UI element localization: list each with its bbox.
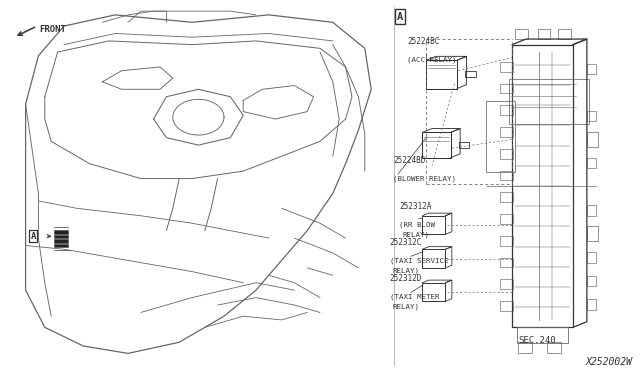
Bar xyxy=(587,252,596,263)
Text: (BLOWER RELAY): (BLOWER RELAY) xyxy=(393,176,456,182)
Text: RELAY): RELAY) xyxy=(393,304,420,310)
Bar xyxy=(54,239,68,243)
Bar xyxy=(54,235,68,238)
Bar xyxy=(587,158,596,169)
Text: FRONT: FRONT xyxy=(40,25,67,33)
Bar xyxy=(500,149,513,158)
Bar xyxy=(422,283,445,301)
Bar xyxy=(486,101,515,172)
Bar xyxy=(459,142,469,148)
Bar xyxy=(500,258,513,267)
Bar xyxy=(558,29,571,39)
Bar xyxy=(587,111,596,121)
Bar xyxy=(500,62,513,71)
Bar xyxy=(587,64,596,74)
Bar xyxy=(587,132,598,147)
Bar xyxy=(500,301,513,311)
Bar xyxy=(500,192,513,202)
Text: (ACC RELAY): (ACC RELAY) xyxy=(407,57,456,63)
Text: 252312A: 252312A xyxy=(399,202,432,211)
Bar xyxy=(500,105,513,115)
Bar xyxy=(515,29,528,39)
Text: 252312D: 252312D xyxy=(390,275,422,283)
Bar xyxy=(517,327,568,343)
Text: 25224BD: 25224BD xyxy=(393,156,426,165)
Text: RELAY): RELAY) xyxy=(403,232,429,238)
Text: X252002W: X252002W xyxy=(586,357,632,366)
Text: (TAXI SERVICE: (TAXI SERVICE xyxy=(390,258,448,264)
Bar xyxy=(500,279,513,289)
Bar xyxy=(500,214,513,224)
Bar xyxy=(500,84,513,93)
Bar xyxy=(587,276,596,286)
Bar xyxy=(426,60,457,89)
Bar xyxy=(587,205,596,215)
Bar xyxy=(500,236,513,246)
Bar xyxy=(422,132,451,158)
Bar xyxy=(422,216,445,234)
Bar xyxy=(500,127,513,137)
Bar xyxy=(587,299,596,310)
Bar xyxy=(518,342,532,353)
Text: A: A xyxy=(31,232,36,241)
Text: RELAY): RELAY) xyxy=(393,268,420,274)
Text: 25224BC: 25224BC xyxy=(407,37,440,46)
Bar xyxy=(509,78,589,124)
Text: 252312C: 252312C xyxy=(390,238,422,247)
Bar xyxy=(465,71,476,77)
Text: (TAXI METER: (TAXI METER xyxy=(390,294,439,300)
Text: SEC.240: SEC.240 xyxy=(518,336,556,345)
Text: A: A xyxy=(397,12,403,22)
Bar xyxy=(54,244,68,247)
Bar xyxy=(538,29,550,39)
Bar xyxy=(547,342,561,353)
Bar xyxy=(512,45,573,327)
Bar xyxy=(422,249,445,268)
Bar xyxy=(587,227,598,241)
Bar xyxy=(54,230,68,234)
Bar xyxy=(500,171,513,180)
Text: (RR BLOW: (RR BLOW xyxy=(399,222,435,228)
